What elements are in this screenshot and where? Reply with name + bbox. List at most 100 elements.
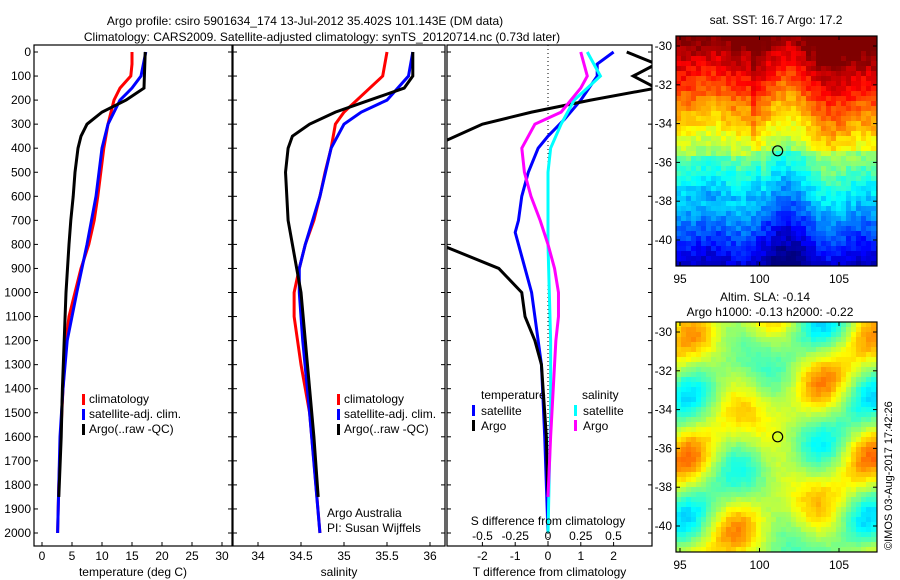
heatmap-cell: [731, 542, 736, 547]
heatmap-cell: [731, 327, 736, 332]
heatmap-cell: [846, 437, 851, 442]
heatmap-cell: [776, 216, 781, 221]
heatmap-cell: [816, 201, 821, 206]
heatmap-cell: [676, 502, 681, 507]
heatmap-cell: [751, 477, 756, 482]
heatmap-cell: [836, 337, 841, 342]
heatmap-cell: [786, 91, 791, 96]
heatmap-cell: [766, 261, 771, 266]
heatmap-cell: [831, 442, 836, 447]
heatmap-cell: [766, 367, 771, 372]
heatmap-cell: [736, 462, 741, 467]
heatmap-cell: [766, 332, 771, 337]
heatmap-cell: [826, 36, 831, 41]
heatmap-cell: [836, 226, 841, 231]
heatmap-cell: [721, 452, 726, 457]
heatmap-cell: [761, 76, 766, 81]
heatmap-cell: [721, 357, 726, 362]
heatmap-cell: [696, 46, 701, 51]
heatmap-cell: [806, 522, 811, 527]
heatmap-cell: [806, 542, 811, 547]
heatmap-cell: [846, 86, 851, 91]
heatmap-cell: [791, 211, 796, 216]
heatmap-cell: [856, 221, 861, 226]
heatmap-cell: [696, 161, 701, 166]
heatmap-cell: [846, 492, 851, 497]
heatmap-cell: [736, 131, 741, 136]
heatmap-cell: [811, 176, 816, 181]
heatmap-cell: [686, 101, 691, 106]
heatmap-cell: [746, 482, 751, 487]
heatmap-cell: [811, 442, 816, 447]
heatmap-cell: [766, 527, 771, 532]
heatmap-cell: [866, 106, 871, 111]
heatmap-cell: [721, 447, 726, 452]
heatmap-cell: [746, 367, 751, 372]
heatmap-cell: [766, 452, 771, 457]
legend-swatch: [337, 409, 340, 420]
heatmap-cell: [731, 537, 736, 542]
heatmap-cell: [861, 542, 866, 547]
heatmap-cell: [766, 492, 771, 497]
heatmap-cell: [761, 452, 766, 457]
heatmap-cell: [741, 412, 746, 417]
heatmap-cell: [676, 241, 681, 246]
heatmap-cell: [691, 236, 696, 241]
heatmap-cell: [681, 251, 686, 256]
heatmap-cell: [701, 447, 706, 452]
heatmap-cell: [736, 477, 741, 482]
heatmap-cell: [786, 442, 791, 447]
x-tick-label: -2: [477, 549, 488, 563]
heatmap-cell: [711, 507, 716, 512]
heatmap-cell: [716, 447, 721, 452]
heatmap-cell: [711, 181, 716, 186]
heatmap-cell: [821, 46, 826, 51]
heatmap-cell: [711, 332, 716, 337]
heatmap-cell: [711, 522, 716, 527]
heatmap-cell: [821, 101, 826, 106]
figure-title-line2: Climatology: CARS2009. Satellite-adjuste…: [84, 30, 560, 44]
heatmap-cell: [816, 522, 821, 527]
heatmap-cell: [756, 221, 761, 226]
heatmap-cell: [831, 161, 836, 166]
heatmap-cell: [706, 322, 711, 327]
heatmap-cell: [796, 402, 801, 407]
heatmap-cell: [696, 497, 701, 502]
heatmap-cell: [816, 427, 821, 432]
heatmap-cell: [846, 467, 851, 472]
heatmap-cell: [696, 86, 701, 91]
heatmap-cell: [811, 437, 816, 442]
heatmap-cell: [836, 196, 841, 201]
heatmap-cell: [856, 156, 861, 161]
heatmap-cell: [776, 382, 781, 387]
heatmap-cell: [791, 221, 796, 226]
heatmap-cell: [696, 211, 701, 216]
heatmap-cell: [831, 422, 836, 427]
heatmap-cell: [796, 126, 801, 131]
heatmap-cell: [756, 46, 761, 51]
heatmap-cell: [726, 387, 731, 392]
heatmap-cell: [821, 327, 826, 332]
heatmap-cell: [726, 542, 731, 547]
heatmap-cell: [771, 327, 776, 332]
heatmap-cell: [796, 101, 801, 106]
heatmap-cell: [696, 387, 701, 392]
heatmap-cell: [841, 191, 846, 196]
heatmap-cell: [821, 397, 826, 402]
heatmap-cell: [706, 46, 711, 51]
heatmap-cell: [866, 71, 871, 76]
heatmap-cell: [786, 342, 791, 347]
heatmap-cell: [686, 186, 691, 191]
heatmap-cell: [736, 151, 741, 156]
heatmap-cell: [711, 362, 716, 367]
heatmap-cell: [756, 206, 761, 211]
heatmap-cell: [861, 522, 866, 527]
heatmap-cell: [736, 487, 741, 492]
heatmap-cell: [711, 101, 716, 106]
heatmap-cell: [811, 522, 816, 527]
heatmap-cell: [761, 236, 766, 241]
heatmap-cell: [801, 136, 806, 141]
heatmap-cell: [816, 512, 821, 517]
heatmap-cell: [871, 362, 876, 367]
heatmap-cell: [776, 41, 781, 46]
